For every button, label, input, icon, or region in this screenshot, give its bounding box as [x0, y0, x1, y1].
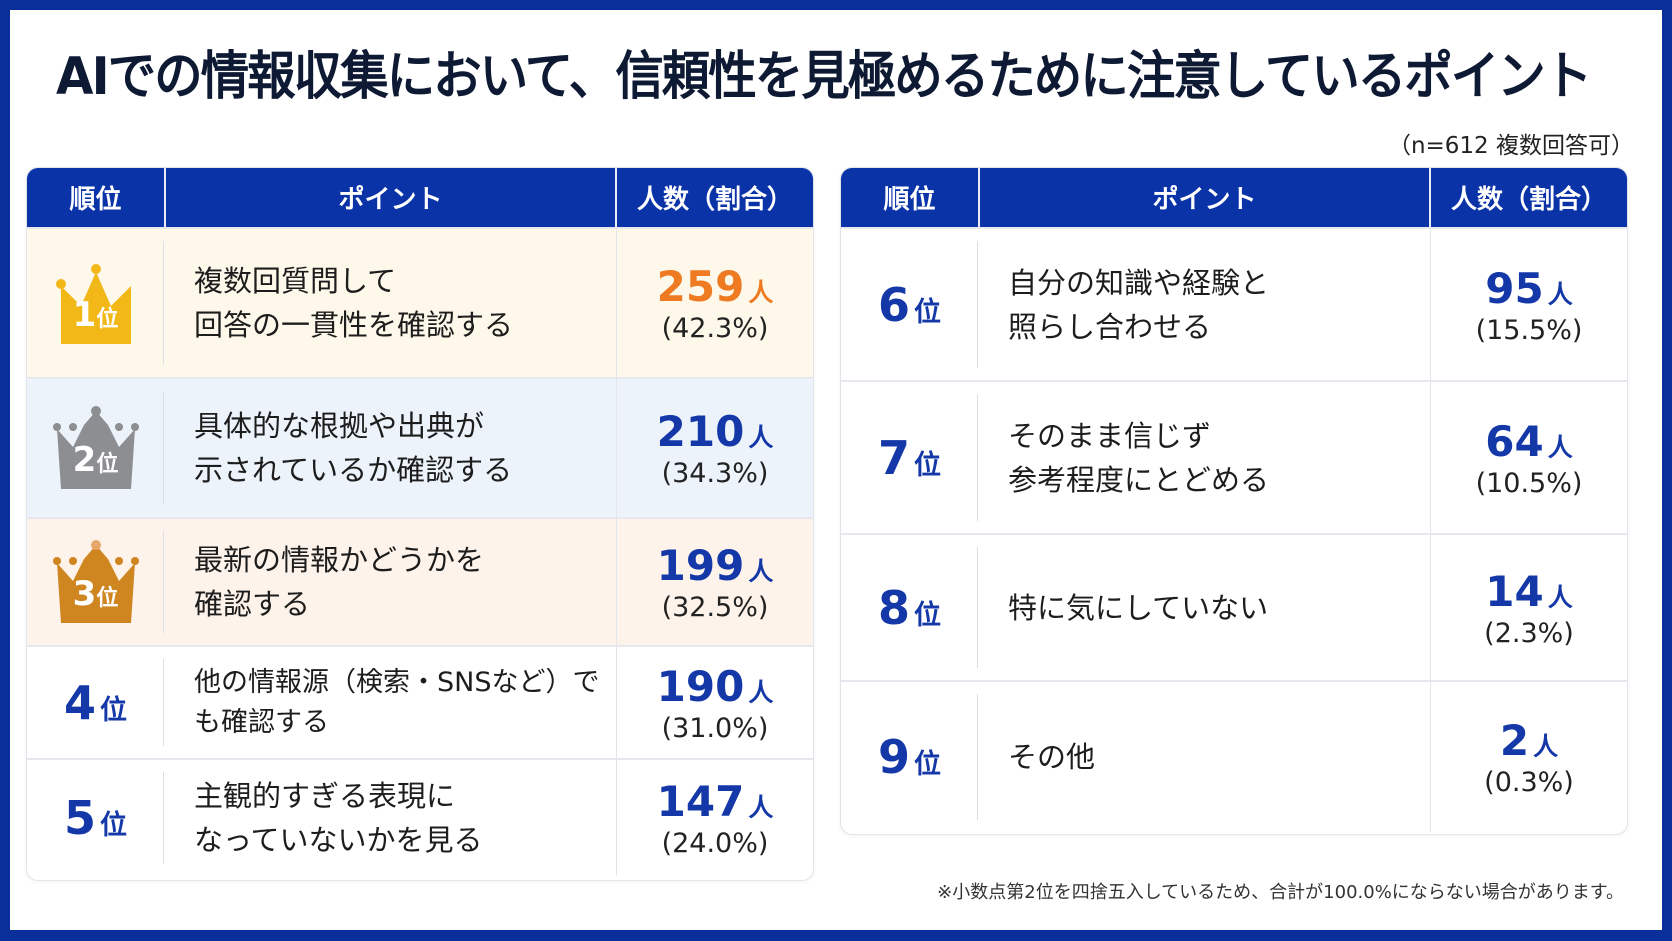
silver-crown-icon: 2位 [51, 403, 141, 493]
table-row-rank-2: 2位 具体的な根拠や出典が 示されているか確認する 210 人 (34.3%) [27, 377, 813, 517]
count-value: 14 人 [1485, 566, 1573, 616]
point-line-1: そのまま信じず [1008, 418, 1212, 453]
table-header: 順位 ポイント 人数（割合） [841, 168, 1627, 227]
gold-crown-icon: 1位 [51, 258, 141, 348]
count-value: 64 人 [1485, 416, 1573, 466]
page-title: AIでの情報収集において、信頼性を見極めるために注意しているポイント [56, 47, 1592, 107]
point-line-2: も確認する [194, 706, 329, 738]
table-row-rank-3: 3位 最新の情報かどうかを 確認する 199 人 (32.5%) [27, 517, 813, 645]
count-value: 199 人 [656, 541, 774, 590]
header-point: ポイント [980, 168, 1431, 227]
point-line-2: なっていないかを見る [194, 823, 483, 857]
header-rank: 順位 [841, 168, 980, 227]
percentage-value: (15.5%) [1475, 314, 1583, 346]
point-line-2: 示されているか確認する [194, 453, 513, 487]
point-line-1: 特に気にしていない [1008, 590, 1269, 625]
count-value: 210 人 [656, 407, 774, 456]
point-line-2: 確認する [194, 587, 311, 621]
count-value: 95 人 [1485, 263, 1573, 313]
point-line-1: 具体的な根拠や出典が [194, 409, 485, 443]
percentage-value: (2.3%) [1484, 617, 1574, 649]
percentage-value: (0.3%) [1484, 767, 1574, 798]
point-line-2: 回答の一貫性を確認する [194, 308, 514, 342]
point-line-1: 複数回質問して [194, 264, 397, 298]
percentage-value: (24.0%) [661, 828, 769, 859]
percentage-value: (31.0%) [661, 712, 769, 744]
header-count: 人数（割合） [1450, 185, 1607, 215]
percentage-value: (42.3%) [661, 313, 769, 344]
header-rank: 順位 [27, 168, 166, 227]
point-line-1: その他 [1008, 740, 1096, 774]
bronze-crown-icon: 3位 [51, 537, 141, 627]
point-line-2: 参考程度にとどめる [1008, 462, 1270, 497]
header-point: ポイント [166, 168, 617, 227]
point-line-1: 最新の情報かどうかを [194, 543, 485, 577]
count-value: 190 人 [656, 661, 774, 711]
point-line-1: 他の情報源（検索・SNSなど）で [194, 666, 600, 698]
point-line-1: 主観的すぎる表現に [194, 779, 456, 813]
percentage-value: (34.3%) [661, 458, 769, 489]
ranking-table-left: 順位 ポイント 人数（割合） 1位 複数回質問して 回答の一貫性を確認する 25… [26, 167, 814, 881]
rounding-footnote: ※小数点第2位を四捨五入しているため、合計が100.0%にならない場合があります… [937, 882, 1624, 903]
percentage-value: (10.5%) [1475, 467, 1583, 499]
count-value: 147 人 [656, 777, 774, 826]
header-count: 人数（割合） [636, 185, 793, 215]
point-line-1: 自分の知識や経験と [1008, 265, 1270, 300]
table-header: 順位 ポイント 人数（割合） [27, 168, 813, 227]
percentage-value: (32.5%) [661, 592, 769, 623]
table-row-rank-1: 1位 複数回質問して 回答の一貫性を確認する 259 人 (42.3%) [27, 227, 813, 377]
sample-size-note: （n=612 複数回答可） [1387, 133, 1634, 159]
count-value: 259 人 [656, 262, 774, 311]
point-line-2: 照らし合わせる [1008, 309, 1212, 344]
